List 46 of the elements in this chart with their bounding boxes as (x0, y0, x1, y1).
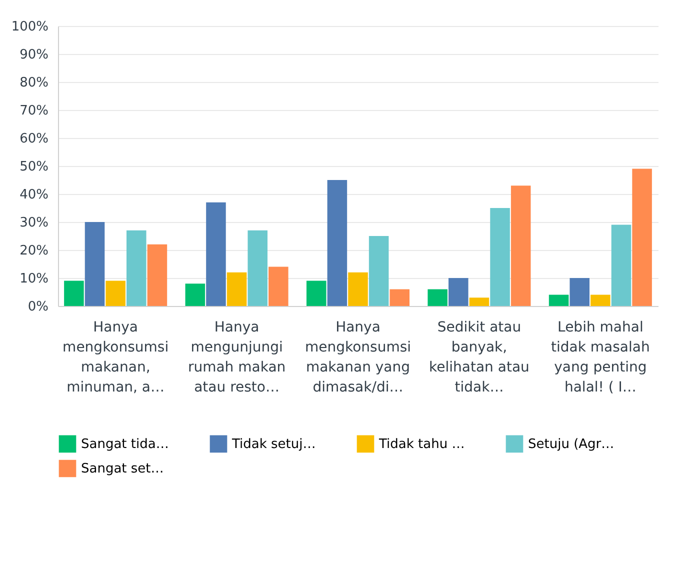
bar (548, 294, 569, 306)
bar (126, 230, 146, 306)
bar (428, 289, 448, 306)
y-tick-label: 90% (20, 48, 48, 62)
y-tick-label: 70% (20, 104, 48, 118)
y-tick-label: 20% (20, 244, 48, 258)
y-tick-label: 40% (20, 188, 48, 202)
legend-label: Sangat tida… (81, 436, 169, 452)
bar (64, 280, 84, 306)
y-tick-label: 0% (28, 300, 48, 314)
bar (448, 278, 468, 306)
bar (226, 272, 247, 306)
bar (268, 266, 288, 306)
legend-label: Tidak tahu … (378, 436, 465, 452)
bar (348, 272, 368, 306)
bar (147, 244, 168, 306)
bar (84, 222, 105, 306)
x-tick-label: Hanya mengkonsumsi makanan, minuman, a… (62, 320, 169, 396)
bar (390, 289, 410, 306)
legend-label: Tidak setuj… (231, 436, 316, 452)
y-tick-label: 100% (11, 20, 48, 34)
bar (611, 224, 632, 306)
y-tick-label: 60% (20, 132, 48, 146)
bar (590, 294, 610, 306)
bar (632, 168, 652, 306)
x-tick-label: Sedikit atau banyak, kelihatan atau tidak… (429, 320, 530, 396)
bar (368, 236, 389, 306)
x-tick-label: Lebih mahal tidak masalah yang penting halal! ( I… (551, 320, 650, 396)
bar (306, 280, 326, 306)
bar (206, 202, 226, 306)
legend-label: Setuju (Agr… (528, 436, 614, 452)
x-tick-label: Hanya mengunjungi rumah makan atau resto… (188, 320, 286, 396)
x-tick-label: Hanya mengkonsumsi makanan yang dimasak/di… (304, 320, 412, 396)
bar (469, 298, 490, 306)
bar (106, 280, 126, 306)
y-tick-label: 50% (20, 160, 48, 174)
y-tick-label: 10% (20, 272, 48, 286)
legend-label: Sangat set… (81, 462, 164, 476)
y-tick-label: 30% (20, 216, 48, 230)
y-tick-label: 80% (20, 76, 48, 90)
bar (490, 208, 510, 306)
bar (570, 278, 590, 306)
bar (185, 284, 206, 306)
bar (248, 230, 268, 306)
bar (510, 186, 531, 306)
bar (327, 180, 348, 306)
